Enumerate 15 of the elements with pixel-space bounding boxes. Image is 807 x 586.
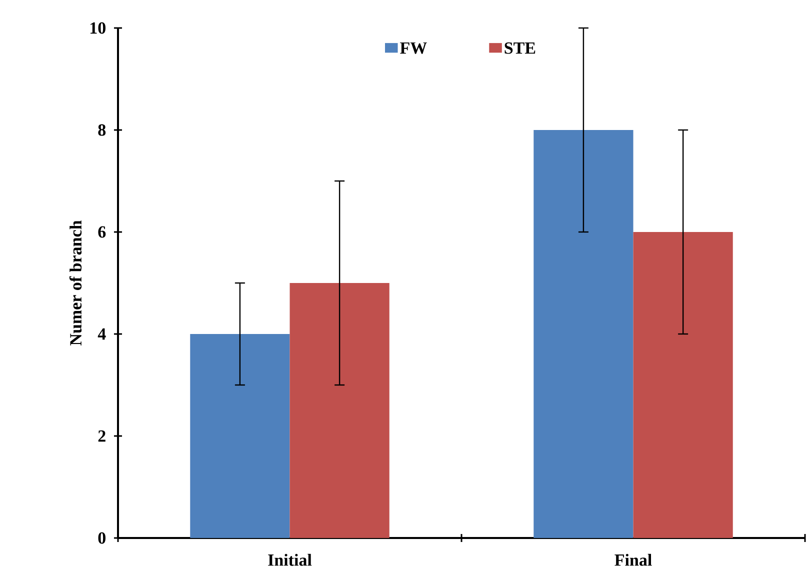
x-tick-label: Initial — [268, 554, 312, 566]
y-tick-label: 6 — [98, 226, 106, 238]
y-tick-label: 2 — [98, 430, 106, 442]
y-tick-label: 4 — [98, 328, 106, 340]
y-axis-title: Numer of branch — [69, 220, 82, 346]
bar — [190, 334, 290, 538]
legend-label: FW — [400, 42, 427, 54]
bar — [633, 232, 733, 538]
legend-label: STE — [504, 42, 536, 54]
x-tick-label: Final — [614, 554, 652, 566]
y-tick-label: 8 — [98, 124, 106, 136]
bar — [290, 282, 390, 538]
y-tick-label: 0 — [98, 532, 106, 544]
y-tick-label: 10 — [90, 22, 106, 34]
bar — [534, 130, 634, 538]
